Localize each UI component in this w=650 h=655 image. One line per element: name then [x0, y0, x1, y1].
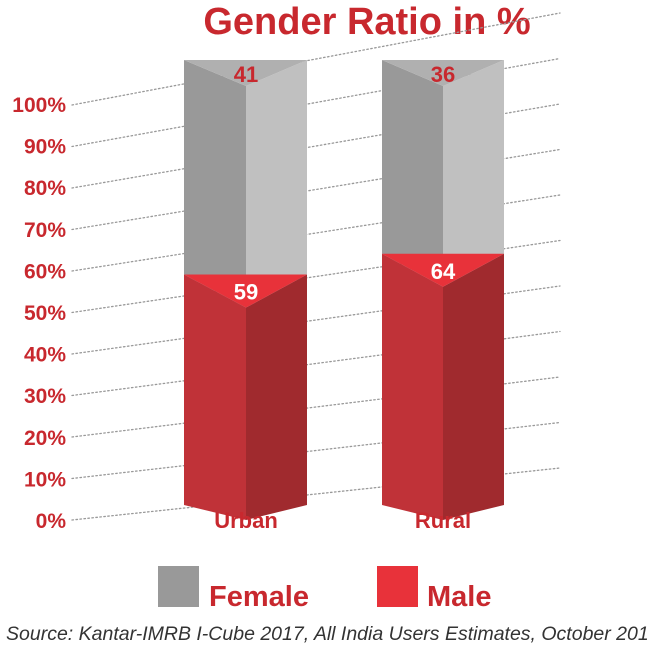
- data-label-female: 41: [234, 62, 258, 87]
- y-tick-label: 20%: [24, 427, 66, 450]
- data-label-female: 36: [431, 62, 455, 87]
- bar-female-right-face: [443, 60, 504, 287]
- data-label-male: 64: [431, 259, 456, 284]
- bar-male-top-cap: [382, 253, 504, 287]
- bar-male-left-face: [184, 274, 246, 520]
- y-tick-label: 40%: [24, 344, 66, 367]
- bar-female-right-face: [246, 60, 307, 308]
- chart-title: Gender Ratio in %: [203, 1, 530, 43]
- y-tick-label: 50%: [24, 302, 66, 325]
- y-tick-label: 10%: [24, 468, 66, 491]
- bar-female-top-cap: [184, 60, 307, 86]
- y-tick-label: 30%: [24, 385, 66, 408]
- bar-male-left-face: [382, 253, 443, 520]
- legend-label-female: Female: [209, 581, 309, 613]
- data-label-male: 59: [234, 280, 258, 305]
- bars: 41 59 36 64: [184, 60, 504, 520]
- y-tick-label: 0%: [36, 510, 67, 533]
- bar-male-right-face: [246, 274, 307, 520]
- legend-swatch-male: [377, 566, 418, 607]
- y-axis-ticks: 0% 10% 20% 30% 40% 50% 60% 70% 80% 90% 100%: [12, 94, 66, 533]
- x-category-label: Urban: [214, 508, 278, 533]
- x-category-label: Rural: [415, 508, 471, 533]
- bar-female-top-cap: [382, 60, 504, 86]
- bar-female-left-face: [382, 60, 443, 287]
- y-tick-label: 70%: [24, 219, 66, 242]
- legend-swatch-female: [158, 566, 199, 607]
- grid-line: [71, 12, 561, 106]
- x-axis-categories: Urban Rural: [214, 508, 471, 533]
- bar-male-right-face: [443, 253, 504, 520]
- grid-line: [71, 285, 561, 355]
- legend-label-male: Male: [427, 581, 491, 613]
- y-tick-label: 80%: [24, 177, 66, 200]
- source-note: Source: Kantar-IMRB I-Cube 2017, All Ind…: [6, 623, 650, 645]
- bar-male-top-cap: [184, 274, 307, 308]
- legend: Female Male: [158, 566, 491, 613]
- bar-female-left-face: [184, 60, 246, 308]
- y-tick-label: 60%: [24, 260, 66, 283]
- y-tick-label: 90%: [24, 136, 66, 159]
- y-tick-label: 100%: [12, 94, 66, 117]
